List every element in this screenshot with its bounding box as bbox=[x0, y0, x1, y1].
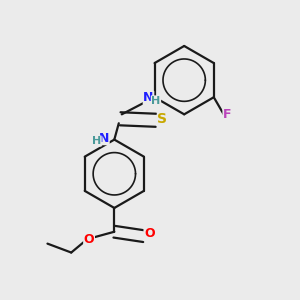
Text: H: H bbox=[92, 136, 101, 146]
Text: N: N bbox=[143, 92, 154, 104]
Text: O: O bbox=[84, 233, 94, 246]
Text: N: N bbox=[99, 132, 109, 145]
Text: O: O bbox=[144, 227, 155, 240]
Text: S: S bbox=[158, 112, 167, 126]
Text: H: H bbox=[151, 96, 160, 106]
Text: F: F bbox=[223, 108, 232, 121]
